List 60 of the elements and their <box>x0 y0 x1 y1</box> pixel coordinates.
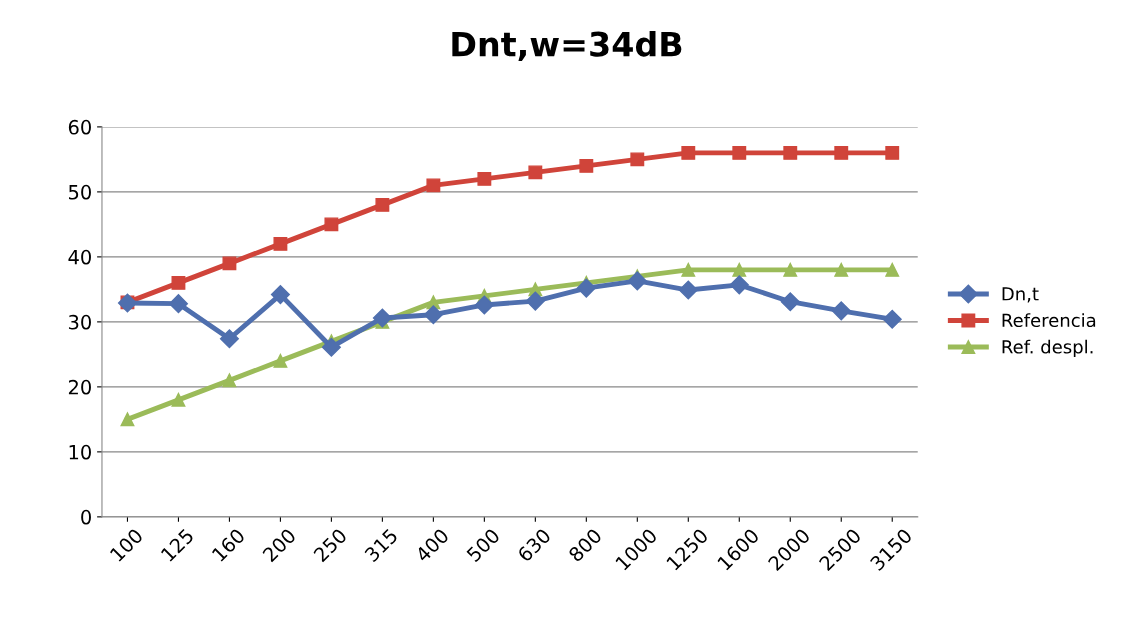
point <box>273 353 288 368</box>
point <box>783 262 798 277</box>
legend-label: Dn,t <box>1002 287 1039 303</box>
point <box>729 275 749 295</box>
point <box>426 178 441 193</box>
point <box>321 337 341 357</box>
y-tick-label: 30 <box>68 314 91 330</box>
legend-label: Ref. despl. <box>1002 339 1093 358</box>
point <box>219 329 239 349</box>
y-tick-label: 50 <box>69 184 91 200</box>
chart-title: Dnt,w=34dB <box>452 30 682 62</box>
point <box>882 309 902 329</box>
x-tick-label: 250 <box>312 527 348 563</box>
point <box>576 278 596 298</box>
point <box>732 262 747 277</box>
point <box>528 165 543 180</box>
point <box>525 291 545 311</box>
point <box>375 197 390 212</box>
point <box>630 152 645 167</box>
y-tick-label: 40 <box>68 249 91 265</box>
y-tick-label: 10 <box>69 444 91 460</box>
point <box>423 305 443 325</box>
point <box>783 145 798 160</box>
x-tick-label: 100 <box>109 527 144 562</box>
point <box>273 236 288 251</box>
legend-label: Referencia <box>1002 313 1096 328</box>
x-tick-label: 125 <box>160 528 195 562</box>
point <box>324 217 339 232</box>
point <box>477 171 492 186</box>
point <box>171 275 186 290</box>
point <box>474 295 494 315</box>
point <box>834 145 849 160</box>
x-tick-label: 200 <box>261 527 297 563</box>
point <box>120 412 135 427</box>
point <box>222 256 237 271</box>
y-tick-label: 60 <box>68 119 91 135</box>
point <box>579 158 594 173</box>
point <box>270 285 290 305</box>
point <box>885 262 900 277</box>
point <box>678 280 698 300</box>
y-tick-label: 20 <box>68 379 91 395</box>
x-tick-label: 315 <box>363 528 399 563</box>
y-tick-label: 0 <box>81 509 91 525</box>
point <box>885 145 900 160</box>
x-tick-label: 500 <box>465 527 501 563</box>
x-tick-label: 630 <box>516 527 552 563</box>
point <box>222 373 237 388</box>
x-tick-label: 160 <box>211 527 246 562</box>
point <box>831 301 851 321</box>
point <box>168 294 188 314</box>
x-tick-label: 800 <box>567 527 603 563</box>
x-tick-label: 400 <box>414 527 450 563</box>
point <box>732 145 747 160</box>
point <box>681 145 696 160</box>
point <box>834 262 849 277</box>
point <box>780 292 800 312</box>
point <box>171 392 186 407</box>
point <box>681 262 696 277</box>
point <box>627 271 647 291</box>
point <box>372 308 392 328</box>
